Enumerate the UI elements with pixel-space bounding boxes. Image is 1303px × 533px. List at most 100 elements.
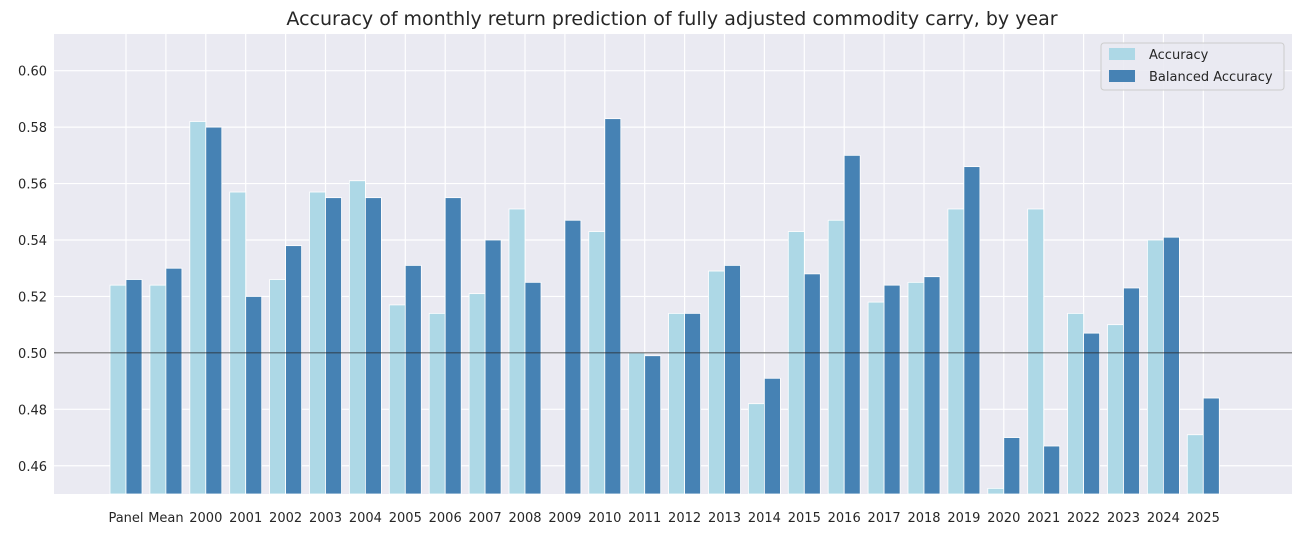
- legend-label-balanced-accuracy: Balanced Accuracy: [1149, 70, 1273, 85]
- x-tick-label: 2004: [349, 511, 382, 526]
- y-tick-label: 0.60: [18, 65, 47, 80]
- y-tick-label: 0.50: [18, 347, 47, 362]
- x-tick-label: 2006: [429, 511, 462, 526]
- bar-balanced-accuracy-2004: [364, 197, 382, 495]
- x-axis-ticks: Panel Mean 2000 2001 2002 2003 2004 2005 2006 200…: [108, 511, 1219, 526]
- x-tick-label: 2024: [1147, 511, 1180, 526]
- bar-accuracy-2016: [827, 219, 845, 495]
- y-tick-label: 0.56: [18, 178, 47, 193]
- bar-balanced-accuracy-2000: [205, 126, 223, 495]
- bar-accuracy-2023: [1107, 324, 1124, 495]
- bar-balanced-accuracy-2009: [564, 219, 582, 495]
- bar-balanced-accuracy-2001: [245, 296, 263, 495]
- x-tick-label: 2017: [868, 511, 901, 526]
- bar-balanced-accuracy-2010: [604, 118, 622, 495]
- bar-balanced-accuracy-2007: [484, 239, 502, 495]
- x-tick-label: 2012: [668, 511, 701, 526]
- bar-accuracy-2003: [309, 191, 326, 495]
- bar-accuracy-2010: [588, 231, 606, 495]
- bar-balanced-accuracy-panel: [125, 279, 143, 495]
- bar-balanced-accuracy-2015: [803, 273, 821, 495]
- bar-accuracy-2020: [987, 487, 1005, 495]
- bar-balanced-accuracy-2020: [1003, 437, 1021, 495]
- bar-accuracy-2014: [748, 403, 765, 495]
- x-tick-label: 2022: [1067, 511, 1100, 526]
- bar-accuracy-2001: [229, 191, 247, 495]
- x-tick-label: Panel: [108, 511, 143, 526]
- y-axis-ticks: 0.46 0.48 0.50 0.52 0.54 0.56 0.58 0.60: [18, 65, 47, 475]
- x-tick-label: 2010: [588, 511, 621, 526]
- x-tick-label: 2018: [907, 511, 940, 526]
- x-tick-label: 2013: [708, 511, 741, 526]
- x-tick-label: 2009: [548, 511, 581, 526]
- x-tick-label: 2020: [987, 511, 1020, 526]
- legend-label-accuracy: Accuracy: [1149, 48, 1209, 63]
- bar-balanced-accuracy-2019: [963, 166, 981, 495]
- bar-accuracy-2000: [189, 121, 207, 495]
- x-tick-label: Mean: [148, 511, 183, 526]
- bar-accuracy-2005: [388, 304, 406, 495]
- x-tick-label: 2005: [389, 511, 422, 526]
- bar-balanced-accuracy-2005: [404, 265, 422, 495]
- x-tick-label: 2008: [508, 511, 541, 526]
- bar-accuracy-2004: [348, 180, 366, 495]
- bar-accuracy-2017: [867, 301, 885, 495]
- bar-accuracy-2007: [468, 293, 486, 495]
- x-tick-label: 2001: [229, 511, 262, 526]
- bar-balanced-accuracy-2013: [724, 265, 741, 495]
- bar-accuracy-2025: [1186, 434, 1204, 495]
- bar-accuracy-2021: [1027, 208, 1045, 495]
- bar-balanced-accuracy-2011: [644, 355, 662, 495]
- bar-accuracy-2024: [1147, 239, 1164, 495]
- x-tick-label: 2015: [788, 511, 821, 526]
- bar-accuracy-mean: [149, 284, 167, 495]
- bar-balanced-accuracy-2025: [1202, 397, 1220, 495]
- y-tick-label: 0.58: [18, 121, 47, 136]
- bar-accuracy-2019: [947, 208, 965, 495]
- chart-title: Accuracy of monthly return prediction of…: [286, 8, 1057, 30]
- bar-accuracy-2006: [428, 312, 446, 495]
- bars: [109, 118, 1220, 495]
- y-tick-label: 0.52: [18, 290, 47, 305]
- legend: Accuracy Balanced Accuracy: [1100, 42, 1285, 91]
- bar-balanced-accuracy-2021: [1043, 445, 1061, 495]
- x-tick-label: 2011: [628, 511, 661, 526]
- bar-balanced-accuracy-2023: [1123, 287, 1140, 495]
- bar-balanced-accuracy-mean: [165, 267, 183, 495]
- bar-balanced-accuracy-2014: [764, 377, 781, 495]
- x-tick-label: 2019: [947, 511, 980, 526]
- y-tick-label: 0.54: [18, 234, 47, 249]
- legend-swatch-balanced-accuracy: [1109, 70, 1135, 82]
- bar-accuracy-2002: [269, 279, 287, 495]
- bar-accuracy-2011: [628, 352, 646, 495]
- bar-balanced-accuracy-2012: [684, 312, 701, 495]
- legend-box: [1100, 42, 1285, 91]
- bar-balanced-accuracy-2018: [923, 276, 941, 495]
- bar-balanced-accuracy-2008: [524, 281, 542, 495]
- bar-balanced-accuracy-2024: [1163, 236, 1180, 495]
- bar-balanced-accuracy-2002: [285, 245, 303, 495]
- bar-accuracy-panel: [109, 284, 127, 495]
- bar-accuracy-2013: [708, 270, 725, 495]
- x-tick-label: 2003: [309, 511, 342, 526]
- x-tick-label: 2021: [1027, 511, 1060, 526]
- x-tick-label: 2007: [469, 511, 502, 526]
- bar-balanced-accuracy-2022: [1083, 332, 1100, 495]
- legend-swatch-accuracy: [1109, 48, 1135, 60]
- x-tick-label: 2025: [1187, 511, 1220, 526]
- x-tick-label: 2016: [828, 511, 861, 526]
- bar-accuracy-2012: [668, 312, 685, 495]
- y-tick-label: 0.48: [18, 403, 47, 418]
- x-tick-label: 2014: [748, 511, 781, 526]
- x-tick-label: 2023: [1107, 511, 1140, 526]
- y-tick-label: 0.46: [18, 460, 47, 475]
- bar-balanced-accuracy-2016: [843, 154, 861, 495]
- bar-accuracy-2008: [508, 208, 526, 495]
- x-tick-label: 2000: [189, 511, 222, 526]
- bar-balanced-accuracy-2006: [444, 197, 462, 495]
- bar-balanced-accuracy-2017: [883, 284, 901, 495]
- bar-accuracy-2018: [907, 281, 925, 495]
- bar-accuracy-2022: [1067, 312, 1084, 495]
- x-tick-label: 2002: [269, 511, 302, 526]
